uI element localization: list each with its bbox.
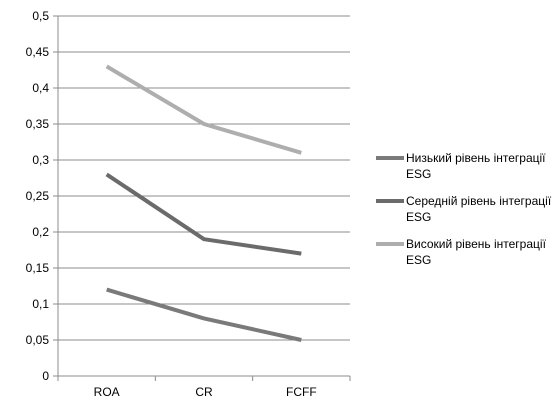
legend-swatch-low — [376, 156, 404, 160]
gridlines — [58, 15, 350, 341]
x-tick-label: FCFF — [286, 385, 317, 399]
y-tick-label: 0,1 — [32, 297, 49, 311]
legend-swatch-high — [376, 242, 404, 246]
y-tick-label: 0,45 — [26, 45, 50, 59]
y-tick-label: 0,05 — [26, 333, 50, 347]
y-tick-label: 0,5 — [32, 9, 49, 23]
legend-swatch-medium — [376, 199, 404, 203]
series-line-high — [105, 64, 302, 155]
legend-item-medium: Середній рівень інтеграції ESG — [376, 193, 558, 225]
series-line-medium — [105, 172, 302, 256]
legend-label-low: Низький рівень інтеграції ESG — [406, 151, 546, 181]
legend: Низький рівень інтеграції ESG Середній р… — [376, 150, 558, 279]
series-line-low — [106, 287, 302, 342]
y-tick-label: 0,35 — [26, 117, 50, 131]
legend-label-medium: Середній рівень інтеграції ESG — [406, 194, 552, 224]
y-tick-label: 0,3 — [32, 153, 49, 167]
legend-label-high: Високий рівень інтеграції ESG — [406, 237, 546, 267]
y-tick-label: 0,2 — [32, 225, 49, 239]
y-tick-label: 0,4 — [32, 81, 49, 95]
y-tick-label: 0,15 — [26, 261, 50, 275]
series-lines — [105, 64, 302, 342]
x-axis-tick-labels: ROA CR FCFF — [94, 385, 317, 399]
x-tick-label: ROA — [94, 385, 120, 399]
y-tick-label: 0,25 — [26, 189, 50, 203]
y-tick-label: 0 — [42, 369, 49, 383]
x-tick-label: CR — [195, 385, 213, 399]
legend-item-low: Низький рівень інтеграції ESG — [376, 150, 558, 182]
legend-item-high: Високий рівень інтеграції ESG — [376, 236, 558, 268]
y-axis-tick-labels: 0 0,05 0,1 0,15 0,2 0,25 0,3 0,35 0,4 0,45 0,5 — [26, 9, 50, 383]
axes — [53, 15, 351, 381]
